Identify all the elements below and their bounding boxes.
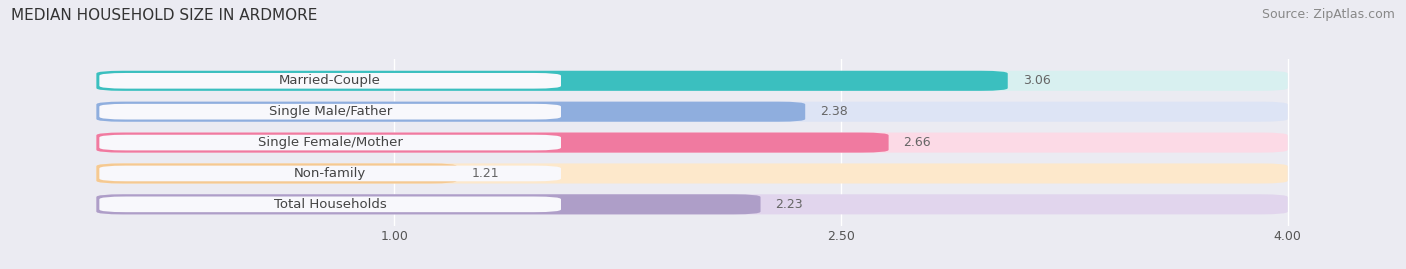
Text: Source: ZipAtlas.com: Source: ZipAtlas.com <box>1261 8 1395 21</box>
Text: 2.38: 2.38 <box>820 105 848 118</box>
FancyBboxPatch shape <box>97 71 1008 91</box>
FancyBboxPatch shape <box>100 135 561 150</box>
Text: MEDIAN HOUSEHOLD SIZE IN ARDMORE: MEDIAN HOUSEHOLD SIZE IN ARDMORE <box>11 8 318 23</box>
FancyBboxPatch shape <box>97 163 457 183</box>
FancyBboxPatch shape <box>97 133 1288 153</box>
FancyBboxPatch shape <box>100 104 561 119</box>
Text: Married-Couple: Married-Couple <box>280 74 381 87</box>
Text: 2.23: 2.23 <box>776 198 803 211</box>
FancyBboxPatch shape <box>100 166 561 181</box>
Text: Total Households: Total Households <box>274 198 387 211</box>
FancyBboxPatch shape <box>97 102 806 122</box>
FancyBboxPatch shape <box>97 163 1288 183</box>
Text: Single Female/Mother: Single Female/Mother <box>257 136 402 149</box>
Text: 3.06: 3.06 <box>1022 74 1050 87</box>
FancyBboxPatch shape <box>100 73 561 89</box>
FancyBboxPatch shape <box>97 133 889 153</box>
FancyBboxPatch shape <box>97 194 1288 214</box>
Text: 2.66: 2.66 <box>904 136 931 149</box>
Text: Non-family: Non-family <box>294 167 367 180</box>
Text: 1.21: 1.21 <box>471 167 499 180</box>
FancyBboxPatch shape <box>97 194 761 214</box>
FancyBboxPatch shape <box>97 71 1288 91</box>
FancyBboxPatch shape <box>97 102 1288 122</box>
Text: Single Male/Father: Single Male/Father <box>269 105 392 118</box>
FancyBboxPatch shape <box>100 197 561 212</box>
